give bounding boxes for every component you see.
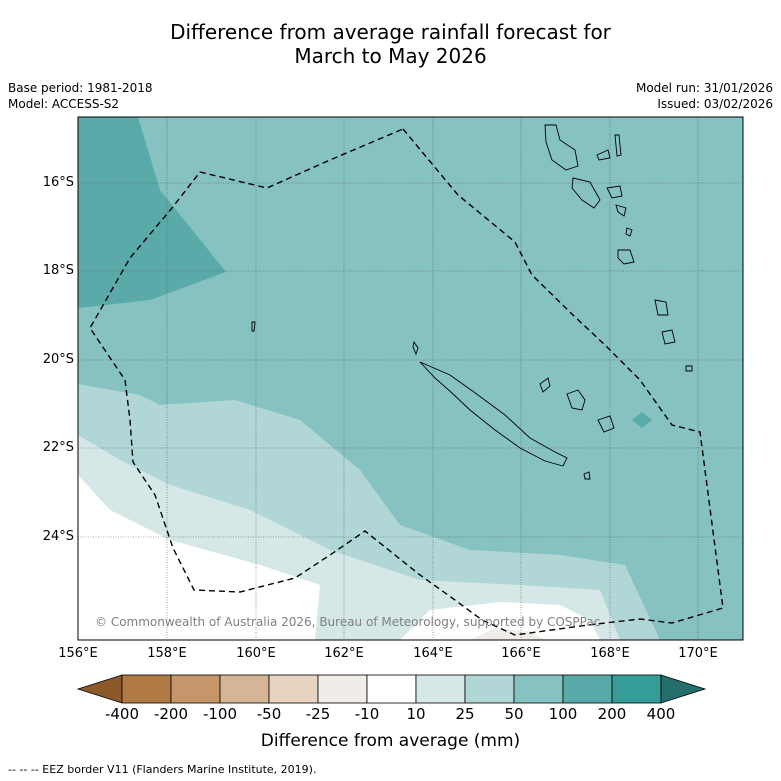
- lon-label: 162°E: [324, 646, 364, 661]
- colorbar-tick-label: -50: [256, 705, 282, 723]
- colorbar-tick-label: -25: [305, 705, 331, 723]
- chart-title-line2: March to May 2026: [294, 44, 487, 68]
- lon-label: 160°E: [236, 646, 276, 661]
- colorbar-segment: [317, 674, 368, 704]
- colorbar-tick-label: -100: [202, 705, 238, 723]
- coastlines: [251, 124, 693, 480]
- issued-date: Issued: 03/02/2026: [657, 97, 773, 111]
- vanuatu-north: [544, 124, 579, 171]
- lon-label: 168°E: [590, 646, 630, 661]
- lat-label: 24°S: [42, 529, 74, 544]
- colorbar-segment: [513, 674, 564, 704]
- lon-label: 166°E: [501, 646, 541, 661]
- model-name: Model: ACCESS-S2: [8, 97, 120, 111]
- colorbar-segment: [562, 674, 613, 704]
- colorbar-tick-label: -400: [104, 705, 140, 723]
- lon-label: 158°E: [147, 646, 187, 661]
- colorbar-segment: [170, 674, 221, 704]
- colorbar-extend-low: [76, 674, 123, 704]
- band-neutral: [78, 475, 320, 640]
- lat-label: 22°S: [42, 440, 74, 455]
- colorbar-segment: [366, 674, 417, 704]
- copyright-notice: © Commonwealth of Australia 2026, Bureau…: [95, 615, 601, 629]
- colorbar-tick-label: 50: [504, 705, 524, 723]
- lon-label: 164°E: [413, 646, 453, 661]
- lon-label: 156°E: [58, 646, 98, 661]
- colorbar-tick-label: 25: [455, 705, 475, 723]
- graticule: [78, 117, 743, 640]
- map-frame: [77, 116, 744, 641]
- chart-title-line1: Difference from average rainfall forecas…: [170, 20, 611, 44]
- colorbar-tick-label: -10: [354, 705, 380, 723]
- eez-footer-note: -- -- -- EEZ border V11 (Flanders Marine…: [8, 763, 317, 776]
- colorbar-tick-label: -200: [153, 705, 189, 723]
- rainfall-field: [78, 117, 743, 640]
- colorbar-tick-label: 10: [406, 705, 426, 723]
- model-run: Model run: 31/01/2026: [635, 81, 773, 95]
- colorbar-segment: [415, 674, 466, 704]
- band-dry-south: [470, 628, 545, 640]
- lat-label: 16°S: [42, 175, 74, 190]
- colorbar-segment: [268, 674, 319, 704]
- colorbar-segment: [611, 674, 662, 704]
- colorbar-tick-label: 100: [548, 705, 578, 723]
- colorbar-segment: [219, 674, 270, 704]
- colorbar-tick-label: 200: [597, 705, 627, 723]
- band-wet-patch: [632, 412, 652, 428]
- lon-label: 170°E: [678, 646, 718, 661]
- colorbar-segment: [464, 674, 515, 704]
- eez-border: [89, 128, 724, 636]
- colorbar-title: Difference from average (mm): [260, 731, 521, 751]
- base-period: Base period: 1981-2018: [8, 81, 153, 95]
- colorbar-segment: [121, 674, 172, 704]
- new-caledonia: [419, 361, 568, 467]
- lat-label: 20°S: [42, 352, 74, 367]
- band-100-200: [78, 117, 226, 308]
- colorbar-tick-label: 400: [646, 705, 676, 723]
- lat-label: 18°S: [42, 263, 74, 278]
- colorbar-extend-high: [660, 674, 707, 704]
- colorbar: [76, 674, 707, 704]
